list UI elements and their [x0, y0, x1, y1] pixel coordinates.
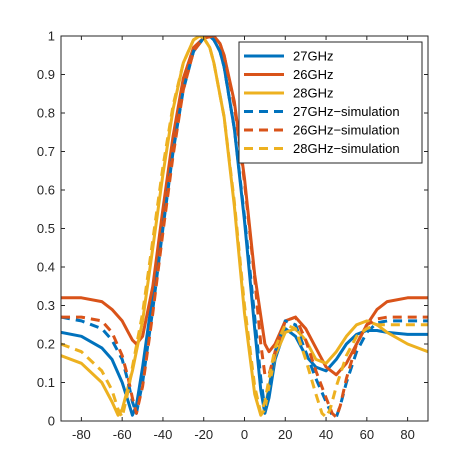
y-tick-label: 0.1 — [37, 375, 55, 390]
y-axis: 0 0.1 0.2 0.3 0.4 0.5 0.6 0.7 0.8 0.9 1 — [37, 29, 428, 429]
series-line-5 — [61, 36, 428, 419]
legend-label-3: 27GHz−simulation — [293, 104, 400, 119]
x-tick-label: -60 — [113, 427, 132, 442]
legend-box — [238, 41, 423, 164]
legend-label-4: 26GHz−simulation — [293, 123, 400, 138]
x-tick-label: 40 — [319, 427, 333, 442]
y-tick-label: 0.9 — [37, 67, 55, 82]
x-tick-label: -80 — [72, 427, 91, 442]
y-tick-label: 0.4 — [37, 260, 55, 275]
x-tick-label: 60 — [360, 427, 374, 442]
series-line-3 — [61, 36, 428, 419]
x-axis: -80 -60 -40 -20 0 20 40 60 80 — [72, 36, 415, 442]
y-tick-label: 0.7 — [37, 144, 55, 159]
y-tick-label: 0.2 — [37, 337, 55, 352]
y-tick-label: 0.5 — [37, 221, 55, 236]
legend: 27GHz 26GHz 28GHz 27GHz−simulation 26GHz−sim… — [238, 41, 423, 164]
x-tick-label: -40 — [154, 427, 173, 442]
series-layer — [61, 36, 428, 419]
x-tick-label: 80 — [400, 427, 414, 442]
y-tick-label: 0.6 — [37, 183, 55, 198]
y-tick-label: 0.3 — [37, 298, 55, 313]
y-tick-label: 0 — [48, 414, 55, 429]
x-tick-label: 0 — [241, 427, 248, 442]
legend-label-0: 27GHz — [293, 49, 333, 64]
y-tick-label: 0.8 — [37, 106, 55, 121]
series-line-4 — [61, 36, 428, 419]
x-tick-label: -20 — [194, 427, 213, 442]
x-tick-label: 20 — [278, 427, 292, 442]
legend-label-5: 28GHz−simulation — [293, 141, 400, 156]
legend-label-2: 28GHz — [293, 86, 333, 101]
legend-label-1: 26GHz — [293, 67, 333, 82]
y-tick-label: 1 — [48, 29, 55, 44]
